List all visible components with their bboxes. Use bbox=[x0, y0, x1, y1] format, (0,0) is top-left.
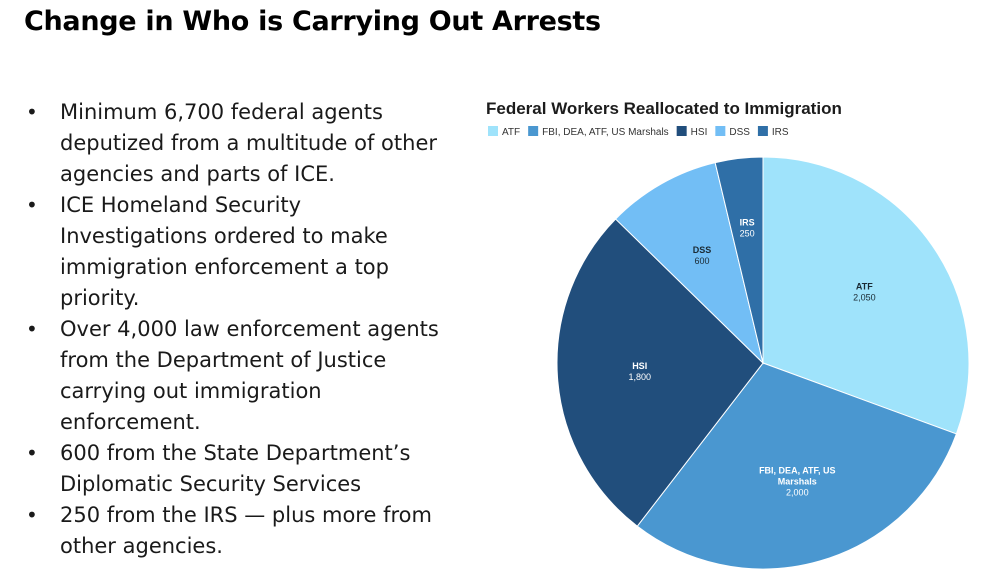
bullet-text: 250 from the IRS — plus more from other … bbox=[60, 503, 432, 558]
slice-label-atf: ATF bbox=[856, 282, 873, 292]
legend-swatch-atf bbox=[488, 126, 498, 136]
bullet-list: • Minimum 6,700 federal agents deputized … bbox=[26, 97, 446, 562]
bullet-item: • Minimum 6,700 federal agents deputized … bbox=[26, 97, 446, 190]
bullet-item: • 250 from the IRS — plus more from other… bbox=[26, 500, 446, 562]
slice-label-fbi-dea-atf-us-marshals: FBI, DEA, ATF, US bbox=[759, 466, 836, 476]
bullet-text: ICE Homeland Security Investigations ord… bbox=[60, 193, 389, 310]
chart-title: Federal Workers Reallocated to Immigrati… bbox=[486, 99, 842, 118]
pie-slice-fbi-dea-atf-us-marshals bbox=[636, 362, 958, 570]
pie-slice-hsi bbox=[556, 218, 764, 527]
legend-swatch-dss bbox=[715, 126, 726, 136]
bullet-dot: • bbox=[26, 441, 38, 465]
legend-label-atf: ATF bbox=[502, 127, 520, 138]
bullet-text: Minimum 6,700 federal agents deputized f… bbox=[60, 100, 437, 186]
legend-label-irs: IRS bbox=[772, 127, 789, 138]
bullet-text: 600 from the State Department’s Diplomat… bbox=[60, 441, 411, 496]
slice-value-irs: 250 bbox=[740, 228, 755, 238]
pie-chart-svg: Federal Workers Reallocated to Immigrati… bbox=[486, 99, 970, 570]
slice-value-atf: 2,050 bbox=[853, 293, 876, 303]
slide-title: Change in Who is Carrying Out Arrests bbox=[24, 6, 601, 37]
pie-chart: Federal Workers Reallocated to Immigrati… bbox=[470, 90, 1004, 587]
slice-label-hsi: HSI bbox=[632, 361, 647, 371]
slice-value-fbi-dea-atf-us-marshals: 2,000 bbox=[786, 488, 809, 498]
slice-label-irs: IRS bbox=[740, 217, 755, 227]
bullet-dot: • bbox=[26, 317, 38, 341]
slice-label-fbi-dea-atf-us-marshals: Marshals bbox=[778, 477, 817, 487]
bullet-item: • ICE Homeland Security Investigations or… bbox=[26, 190, 446, 314]
legend-label-dss: DSS bbox=[729, 127, 750, 138]
bullet-dot: • bbox=[26, 193, 38, 217]
bullet-item: • 600 from the State Department’s Diploma… bbox=[26, 438, 446, 500]
bullet-text: Over 4,000 law enforcement agents from t… bbox=[60, 317, 439, 434]
pie-slice-dss bbox=[614, 162, 764, 365]
bullet-item: • Over 4,000 law enforcement agents from … bbox=[26, 314, 446, 438]
pie-slice-irs bbox=[714, 156, 764, 364]
legend-label-hsi: HSI bbox=[691, 127, 708, 138]
slice-value-hsi: 1,800 bbox=[628, 372, 651, 382]
pie-slice-atf bbox=[762, 156, 970, 435]
legend-swatch-fbi-dea-atf-us-marshals bbox=[528, 126, 539, 136]
slice-value-dss: 600 bbox=[695, 256, 710, 266]
legend-label-fbi-dea-atf-us-marshals: FBI, DEA, ATF, US Marshals bbox=[542, 127, 669, 138]
legend-swatch-irs bbox=[757, 126, 768, 136]
slice-label-dss: DSS bbox=[693, 245, 712, 255]
bullet-dot: • bbox=[26, 503, 38, 527]
bullet-dot: • bbox=[26, 100, 38, 124]
legend-swatch-hsi bbox=[676, 126, 687, 136]
